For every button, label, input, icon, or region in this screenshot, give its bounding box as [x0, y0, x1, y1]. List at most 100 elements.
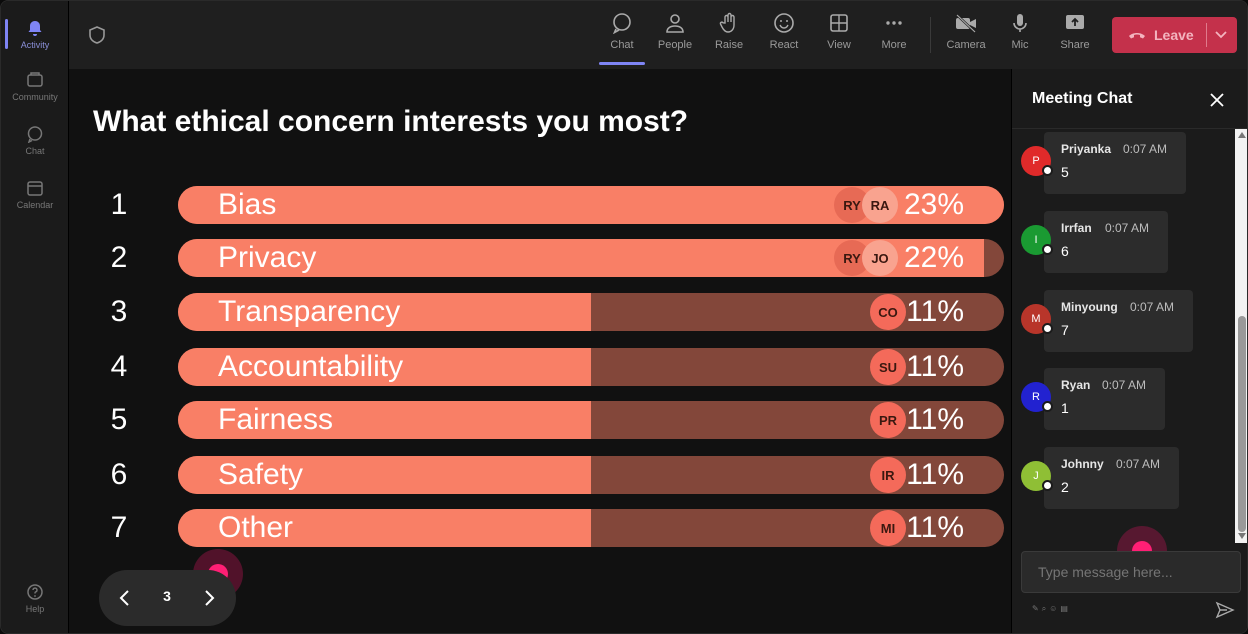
chat-label: Chat: [610, 39, 634, 51]
people-button[interactable]: People: [650, 11, 700, 63]
raise-hand-button[interactable]: Raise: [704, 11, 754, 63]
result-bar-fill: [178, 456, 591, 494]
chat-button[interactable]: Chat: [597, 11, 647, 65]
poll-option-row: 6 Safety IR 11%: [101, 456, 1006, 494]
share-screen-icon: [1063, 11, 1087, 35]
camera-button[interactable]: Camera: [941, 11, 991, 63]
people-label: People: [657, 39, 693, 51]
avatar: R: [1021, 382, 1053, 412]
chat-scrollbar[interactable]: [1235, 129, 1247, 543]
scrollbar-thumb[interactable]: [1238, 316, 1246, 532]
chat-title: Meeting Chat: [1032, 90, 1133, 107]
rail-item-chat[interactable]: Chat: [1, 115, 69, 165]
message-bubble: Ryan 0:07 AM 1: [1044, 368, 1165, 430]
option-label: Safety: [218, 458, 304, 491]
message-time: 0:07 AM: [1130, 300, 1175, 314]
option-percent: 11%: [906, 350, 964, 383]
result-bar: Bias RY RA 23%: [178, 186, 1004, 224]
rail-label: Community: [12, 92, 58, 102]
result-bar: Privacy RY JO 22%: [178, 239, 1004, 277]
camera-off-icon: [954, 11, 978, 35]
message-bubble: Minyoung 0:07 AM 7: [1044, 290, 1193, 352]
avatar: M: [1021, 304, 1053, 334]
page-number: 3: [163, 588, 171, 604]
smiley-icon: [772, 11, 796, 35]
avatar: J: [1021, 461, 1053, 491]
avatar-initial: M: [1031, 313, 1041, 325]
result-bar: Transparency CO 11%: [178, 293, 1004, 331]
chat-icon: [25, 124, 45, 144]
rail-item-calendar[interactable]: Calendar: [1, 169, 69, 219]
grid-view-icon: [827, 11, 851, 35]
poll-option-row: 3 Transparency CO 11%: [101, 293, 1006, 331]
presence-status-icon: [1042, 244, 1053, 255]
rail-item-activity[interactable]: Activity: [1, 9, 69, 59]
presence-status-icon: [1042, 165, 1053, 176]
rail-label: Chat: [25, 146, 45, 156]
meeting-chat-panel: Meeting Chat Priyanka 0:07 AM 5 P Irrfan 0:07…: [1011, 69, 1247, 633]
leave-button[interactable]: Leave: [1112, 17, 1237, 53]
rail-label: Calendar: [16, 200, 54, 210]
more-dots-icon: [882, 11, 906, 35]
voter-avatar: RY: [834, 187, 870, 223]
chat-message-list: Priyanka 0:07 AM 5 P Irrfan 0:07 AM 6 I Minyoung…: [1012, 129, 1236, 604]
mic-label: Mic: [1011, 39, 1029, 51]
avatar-initial: P: [1032, 155, 1040, 167]
close-icon[interactable]: [1208, 91, 1226, 109]
message-bubble: Priyanka 0:07 AM 5: [1044, 132, 1186, 194]
view-button[interactable]: View: [814, 11, 864, 63]
rail-label: Help: [25, 604, 45, 614]
mic-button[interactable]: Mic: [995, 11, 1045, 63]
phone-hangup-icon: [1128, 26, 1146, 44]
rail-item-help[interactable]: Help: [1, 573, 69, 623]
toolbar-divider: [930, 17, 931, 53]
avatar-initial: R: [1032, 391, 1040, 403]
voter-avatar: SU: [870, 349, 906, 385]
result-bar-fill: [178, 348, 591, 386]
option-label: Bias: [218, 188, 277, 221]
result-bar: Safety IR 11%: [178, 456, 1004, 494]
message-text: 5: [1061, 164, 1069, 180]
format-tools-icon[interactable]: ✎⌕☺▤: [1032, 604, 1071, 613]
chevron-right-icon[interactable]: [199, 588, 219, 608]
calendar-icon: [25, 178, 45, 198]
send-icon[interactable]: [1215, 600, 1235, 620]
option-number: 3: [110, 295, 128, 328]
react-button[interactable]: React: [759, 11, 809, 63]
share-button[interactable]: Share: [1050, 11, 1100, 63]
rail-label: Activity: [20, 40, 50, 50]
community-icon: [25, 70, 45, 90]
message-text: 2: [1061, 479, 1069, 495]
sender-name: Irrfan: [1061, 221, 1092, 235]
hand-icon: [717, 11, 741, 35]
option-number: 1: [110, 188, 128, 221]
message-time: 0:07 AM: [1116, 457, 1161, 471]
option-label: Transparency: [218, 295, 401, 328]
camera-label: Camera: [946, 39, 986, 51]
result-bar: Other MI 11%: [178, 509, 1004, 547]
presence-status-icon: [1042, 480, 1053, 491]
scroll-down-arrow-icon[interactable]: [1238, 533, 1246, 539]
more-label: More: [881, 39, 907, 51]
sender-name: Ryan: [1061, 378, 1091, 392]
shield-icon[interactable]: [87, 25, 107, 45]
option-number: 5: [110, 403, 128, 436]
rail-item-community[interactable]: Community: [1, 61, 69, 111]
message-input[interactable]: [1021, 551, 1241, 593]
scroll-up-arrow-icon[interactable]: [1238, 132, 1246, 138]
more-button[interactable]: More: [869, 11, 919, 63]
bell-icon: [25, 18, 45, 38]
option-percent: 11%: [906, 458, 964, 491]
chat-header: Meeting Chat: [1012, 69, 1247, 129]
chevron-left-icon[interactable]: [115, 588, 135, 608]
avatar-initial: I: [1034, 234, 1038, 246]
message-time: 0:07 AM: [1102, 378, 1147, 392]
chevron-down-icon[interactable]: [1214, 27, 1228, 41]
message-time: 0:07 AM: [1123, 142, 1168, 156]
poll-option-row: 4 Accountability SU 11%: [101, 348, 1006, 386]
message-text: 6: [1061, 243, 1069, 259]
message-text: 1: [1061, 400, 1069, 416]
chat-bubble-icon: [610, 11, 634, 35]
option-label: Fairness: [218, 403, 334, 436]
